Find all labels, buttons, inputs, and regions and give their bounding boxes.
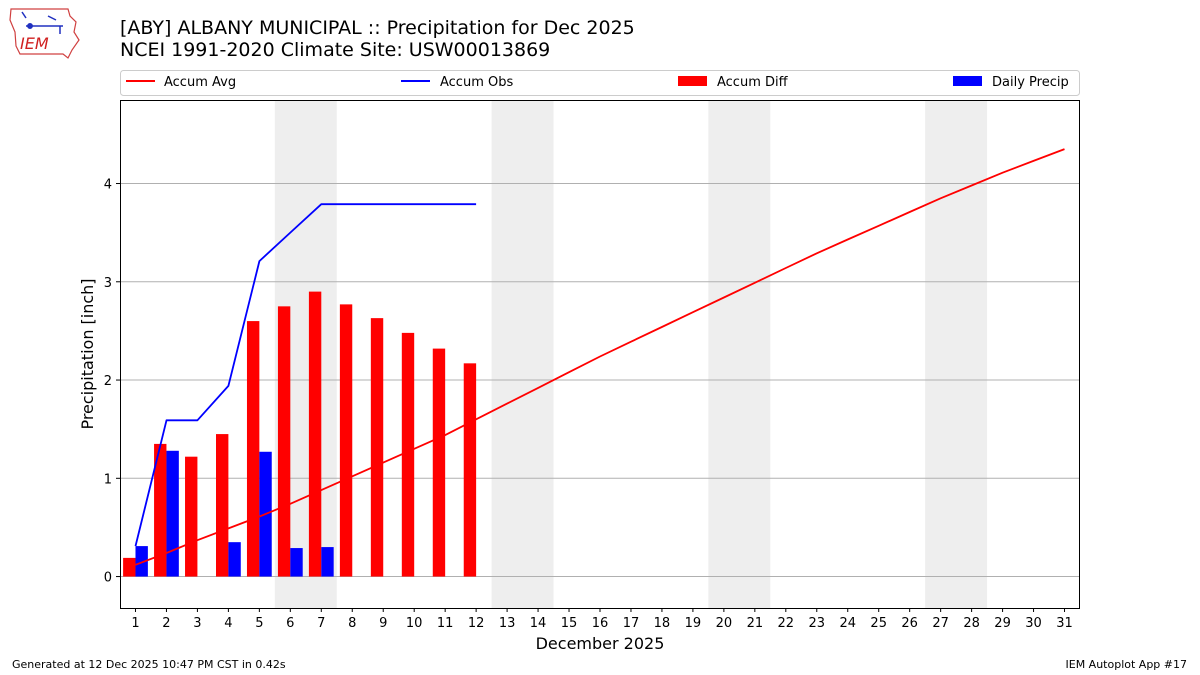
x-tick-label-31: 31 (1056, 616, 1073, 631)
x-tick-label-18: 18 (654, 616, 671, 631)
iem-logo: IEM (9, 8, 80, 59)
x-tick-label-28: 28 (963, 616, 980, 631)
x-tick-label-26: 26 (901, 616, 918, 631)
x-tick-label-15: 15 (561, 616, 578, 631)
y-tick-label-4: 4 (104, 178, 112, 193)
x-tick-label-25: 25 (870, 616, 887, 631)
y-tick-label-0: 0 (104, 571, 112, 586)
accum-diff-bar-day-10 (401, 332, 415, 577)
y-tick-label-2: 2 (104, 374, 112, 389)
daily-precip-bar-day-1 (135, 546, 148, 577)
x-tick-label-7: 7 (317, 616, 325, 631)
accum-diff-bar-day-8 (339, 304, 353, 577)
accum-diff-bar-day-3 (185, 456, 198, 577)
x-tick-label-21: 21 (747, 616, 764, 631)
accum-diff-bar-day-5 (246, 321, 260, 577)
y-tick-label-1: 1 (104, 472, 112, 487)
weekend-band-3 (708, 100, 771, 608)
accum-diff-bar-day-9 (370, 318, 384, 577)
x-tick-label-22: 22 (778, 616, 795, 631)
x-tick-label-9: 9 (379, 616, 387, 631)
app-label: IEM Autoplot App #17 (1065, 658, 1188, 671)
iowa-outline-icon (9, 8, 80, 59)
bars (123, 291, 477, 577)
daily-precip-bar-day-6 (290, 548, 303, 577)
title-line-2: NCEI 1991-2020 Climate Site: USW00013869 (120, 39, 551, 61)
legend-box (120, 70, 1080, 96)
x-tick-label-12: 12 (468, 616, 485, 631)
x-tick-label-11: 11 (437, 616, 454, 631)
chart-title: [ABY] ALBANY MUNICIPAL :: Precipitation … (120, 17, 635, 61)
x-tick-label-14: 14 (530, 616, 547, 631)
x-tick-label-2: 2 (162, 616, 170, 631)
legend-label-accum-avg: Accum Avg (164, 75, 236, 90)
weekend-band-4 (925, 100, 988, 608)
legend-label-daily-precip: Daily Precip (992, 75, 1069, 90)
x-tick-label-10: 10 (406, 616, 423, 631)
x-tick-label-16: 16 (592, 616, 609, 631)
x-tick-label-20: 20 (716, 616, 733, 631)
logo-text: IEM (20, 34, 49, 53)
accum-diff-bar-day-6 (277, 306, 291, 577)
accum-diff-bar-day-1 (123, 557, 136, 577)
accum-diff-bar-day-7 (308, 291, 322, 577)
x-tick-label-3: 3 (193, 616, 201, 631)
x-tick-label-4: 4 (224, 616, 232, 631)
y-axis-label: Precipitation [inch] (78, 278, 97, 429)
x-tick-label-17: 17 (623, 616, 640, 631)
accum-diff-bar-day-12 (463, 363, 477, 577)
title-line-1: [ABY] ALBANY MUNICIPAL :: Precipitation … (120, 17, 635, 39)
daily-precip-bar-day-7 (321, 547, 334, 577)
x-tick-label-29: 29 (994, 616, 1011, 631)
x-tick-label-6: 6 (286, 616, 294, 631)
daily-precip-bar-day-4 (228, 542, 241, 577)
x-axis-label: December 2025 (536, 634, 665, 653)
weather-station-icon (21, 11, 63, 34)
weekend-band-2 (491, 100, 554, 608)
axes: 1 2 3 4 5 6 7 8 9 10 11 12 13 14 15 16 17 18 19 20 21 22 23 24 2… (104, 178, 1073, 631)
legend-label-accum-obs: Accum Obs (440, 75, 513, 90)
legend-swatch-accum-diff (678, 76, 707, 86)
x-tick-label-5: 5 (255, 616, 263, 631)
x-tick-label-1: 1 (131, 616, 139, 631)
legend-label-accum-diff: Accum Diff (717, 75, 789, 90)
x-tick-label-30: 30 (1025, 616, 1042, 631)
x-tick-label-8: 8 (348, 616, 356, 631)
lines (134, 148, 1065, 566)
generated-timestamp: Generated at 12 Dec 2025 10:47 PM CST in… (12, 658, 286, 671)
x-tick-label-19: 19 (685, 616, 702, 631)
x-tick-label-24: 24 (839, 616, 856, 631)
accum-diff-bar-day-11 (432, 348, 446, 577)
accum-obs-line (134, 203, 477, 547)
accum-avg-line (135, 148, 1065, 566)
x-tick-label-13: 13 (499, 616, 516, 631)
legend: Accum Avg Accum Obs Accum Diff Daily Pre… (120, 70, 1080, 96)
x-tick-label-27: 27 (932, 616, 949, 631)
accum-diff-bar-day-4 (216, 434, 229, 577)
legend-swatch-daily-precip (953, 76, 982, 86)
y-tick-label-3: 3 (104, 276, 112, 291)
daily-precip-bar-day-2 (166, 450, 179, 577)
accum-diff-bar-day-2 (154, 443, 167, 577)
x-tick-label-23: 23 (809, 616, 826, 631)
